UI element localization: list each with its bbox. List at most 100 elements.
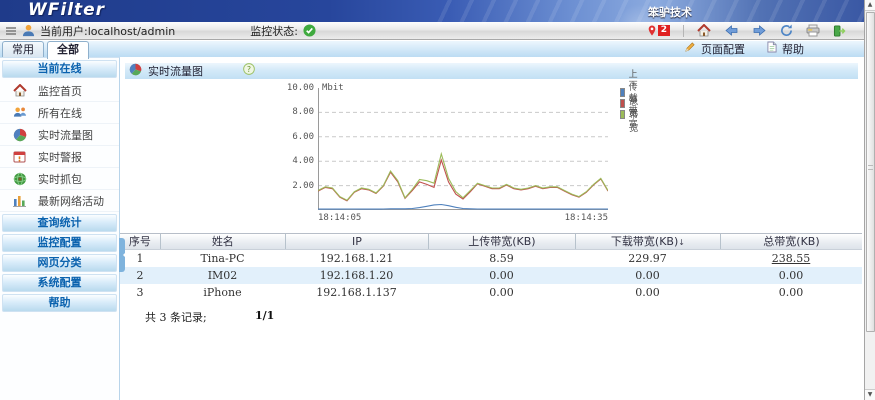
legend-label: 上传带宽	[628, 69, 638, 119]
sidebar-collapse-handle[interactable]	[119, 238, 126, 272]
y-tick-label: 2.00	[292, 180, 314, 191]
refresh-icon[interactable]	[780, 24, 793, 37]
table-header-cell[interactable]: 下载带宽(KB)↓	[576, 234, 721, 249]
bars-icon	[13, 194, 27, 208]
online-hosts-table: 序号 姓名 IP 上传带宽(KB) 下载带宽(KB)↓ 总带宽(KB) 1 Tina-PC 1…	[120, 233, 862, 301]
sidebar-item-label: 所有在线	[38, 106, 82, 120]
sidebar-section-header[interactable]: 监控配置	[2, 234, 117, 252]
document-icon	[767, 41, 777, 56]
alert-calendar-icon	[13, 150, 27, 164]
top-banner: WFilter 笨驴技术	[0, 0, 864, 22]
table-cell[interactable]: 238.55	[771, 252, 811, 265]
sidebar-item-label: 实时流量图	[38, 128, 93, 142]
table-cell: iPhone	[203, 286, 242, 299]
vertical-scrollbar[interactable]: ▲ ▼	[864, 0, 875, 400]
main-content: 实时流量图 ? Mbit 10.00 8.00 6.00 4.00 2.00 18:14…	[120, 57, 864, 400]
help-circle-icon[interactable]: ?	[243, 63, 255, 78]
pencil-icon	[684, 41, 696, 56]
sidebar-item[interactable]: 实时警报	[0, 146, 119, 168]
exit-icon[interactable]	[833, 24, 846, 37]
sidebar-item-label: 监控首页	[38, 84, 82, 98]
scroll-up-arrow-icon[interactable]: ▲	[865, 0, 875, 11]
sidebar-section-header[interactable]: 系统配置	[2, 274, 117, 292]
sidebar-section-header[interactable]: 当前在线	[2, 60, 117, 78]
help-button[interactable]: 帮助	[767, 41, 804, 57]
status-toolbar: 当前用户:localhost/admin 监控状态: 2	[0, 22, 864, 40]
home-icon	[13, 83, 27, 98]
banner-art	[430, 0, 864, 22]
table-header-cell[interactable]: 总带宽(KB)	[763, 235, 820, 248]
table-cell: 1	[136, 252, 144, 265]
table-cell: 192.168.1.21	[319, 252, 394, 265]
legend-label: 总带宽	[629, 98, 639, 134]
scrollbar-thumb[interactable]	[866, 12, 875, 332]
forward-arrow-icon[interactable]	[752, 25, 767, 36]
print-icon[interactable]	[806, 24, 820, 37]
status-ok-icon	[303, 24, 316, 37]
series-上传带宽	[318, 203, 609, 210]
sidebar-section-header[interactable]: 查询统计	[2, 214, 117, 232]
scroll-down-arrow-icon[interactable]: ▼	[865, 389, 875, 400]
content-header: 实时流量图 ?	[125, 62, 858, 79]
toolbar-separator	[683, 24, 684, 37]
page-action-bar: 页面配置 帮助	[0, 40, 864, 57]
page-indicator: 1/1	[255, 309, 275, 322]
sidebar: 常用 全部 当前在线监控首页所有在线实时流量图实时警报实时抓包最新网络活动查询统…	[0, 40, 126, 400]
legend-swatch	[620, 88, 625, 97]
x-axis-start-label: 18:14:05	[318, 213, 362, 223]
sidebar-item-label: 实时警报	[38, 150, 82, 164]
chart-legend: 上传带宽 下载带宽 总带宽	[620, 70, 642, 134]
table-cell: 0.00	[778, 269, 804, 282]
sidebar-item[interactable]: 所有在线	[0, 102, 119, 124]
legend-label: 下载带宽	[628, 80, 638, 130]
tab-common[interactable]: 常用	[2, 41, 44, 57]
menu-icon[interactable]	[5, 25, 17, 37]
table-cell: 0.00	[635, 286, 660, 299]
chart-plot-area	[317, 88, 609, 210]
sidebar-item[interactable]: 实时抓包	[0, 168, 119, 190]
table-header-row: 序号 姓名 IP 上传带宽(KB) 下载带宽(KB)↓ 总带宽(KB)	[120, 233, 862, 250]
page-config-button[interactable]: 页面配置	[684, 41, 745, 57]
y-tick-label: 6.00	[292, 131, 314, 142]
sidebar-section-header[interactable]: 帮助	[2, 294, 117, 312]
users-icon	[13, 106, 27, 120]
chart-canvas	[317, 88, 609, 210]
user-icon	[22, 24, 35, 37]
table-cell: 0.00	[778, 286, 804, 299]
table-cell: Tina-PC	[200, 252, 245, 265]
sidebar-tabs: 常用 全部	[2, 41, 92, 59]
sidebar-panel: 当前在线监控首页所有在线实时流量图实时警报实时抓包最新网络活动查询统计监控配置网…	[0, 57, 120, 400]
sidebar-item[interactable]: 监控首页	[0, 80, 119, 102]
table-cell: 192.168.1.137	[316, 286, 397, 299]
legend-swatch	[620, 99, 625, 108]
back-arrow-icon[interactable]	[724, 25, 739, 36]
globe-icon	[13, 172, 27, 186]
table-header-cell[interactable]: 序号	[120, 234, 161, 249]
sidebar-item-label: 最新网络活动	[38, 194, 104, 208]
table-header-cell[interactable]: 姓名	[161, 234, 286, 249]
table-cell: 229.97	[628, 252, 667, 265]
table-cell: 0.00	[635, 269, 660, 282]
sidebar-section-header[interactable]: 网页分类	[2, 254, 117, 272]
legend-item: 总带宽	[620, 98, 642, 134]
monitor-status-label: 监控状态:	[250, 24, 298, 38]
svg-text:?: ?	[247, 65, 251, 74]
alert-count-badge: 2	[657, 25, 670, 36]
tab-all[interactable]: 全部	[47, 41, 89, 59]
table-cell: 2	[136, 269, 144, 282]
home-button-icon[interactable]	[697, 24, 711, 37]
sidebar-item[interactable]: 最新网络活动	[0, 190, 119, 212]
alert-pin-icon[interactable]: 2	[647, 24, 670, 37]
table-row[interactable]: 1 Tina-PC 192.168.1.21 8.59 229.97 238.55	[120, 250, 862, 267]
sidebar-item[interactable]: 实时流量图	[0, 124, 119, 146]
brand-name: 笨驴技术	[648, 6, 692, 19]
table-row[interactable]: 2 IM02 192.168.1.20 0.00 0.00 0.00	[120, 267, 862, 284]
table-cell: IM02	[207, 269, 238, 282]
pie-chart-icon	[129, 63, 142, 79]
table-header-cell[interactable]: 上传带宽(KB)	[429, 234, 576, 249]
table-row[interactable]: 3 iPhone 192.168.1.137 0.00 0.00 0.00	[120, 284, 862, 301]
table-cell: 0.00	[489, 269, 514, 282]
pie-icon	[13, 128, 27, 142]
table-header-cell[interactable]: IP	[286, 234, 429, 249]
